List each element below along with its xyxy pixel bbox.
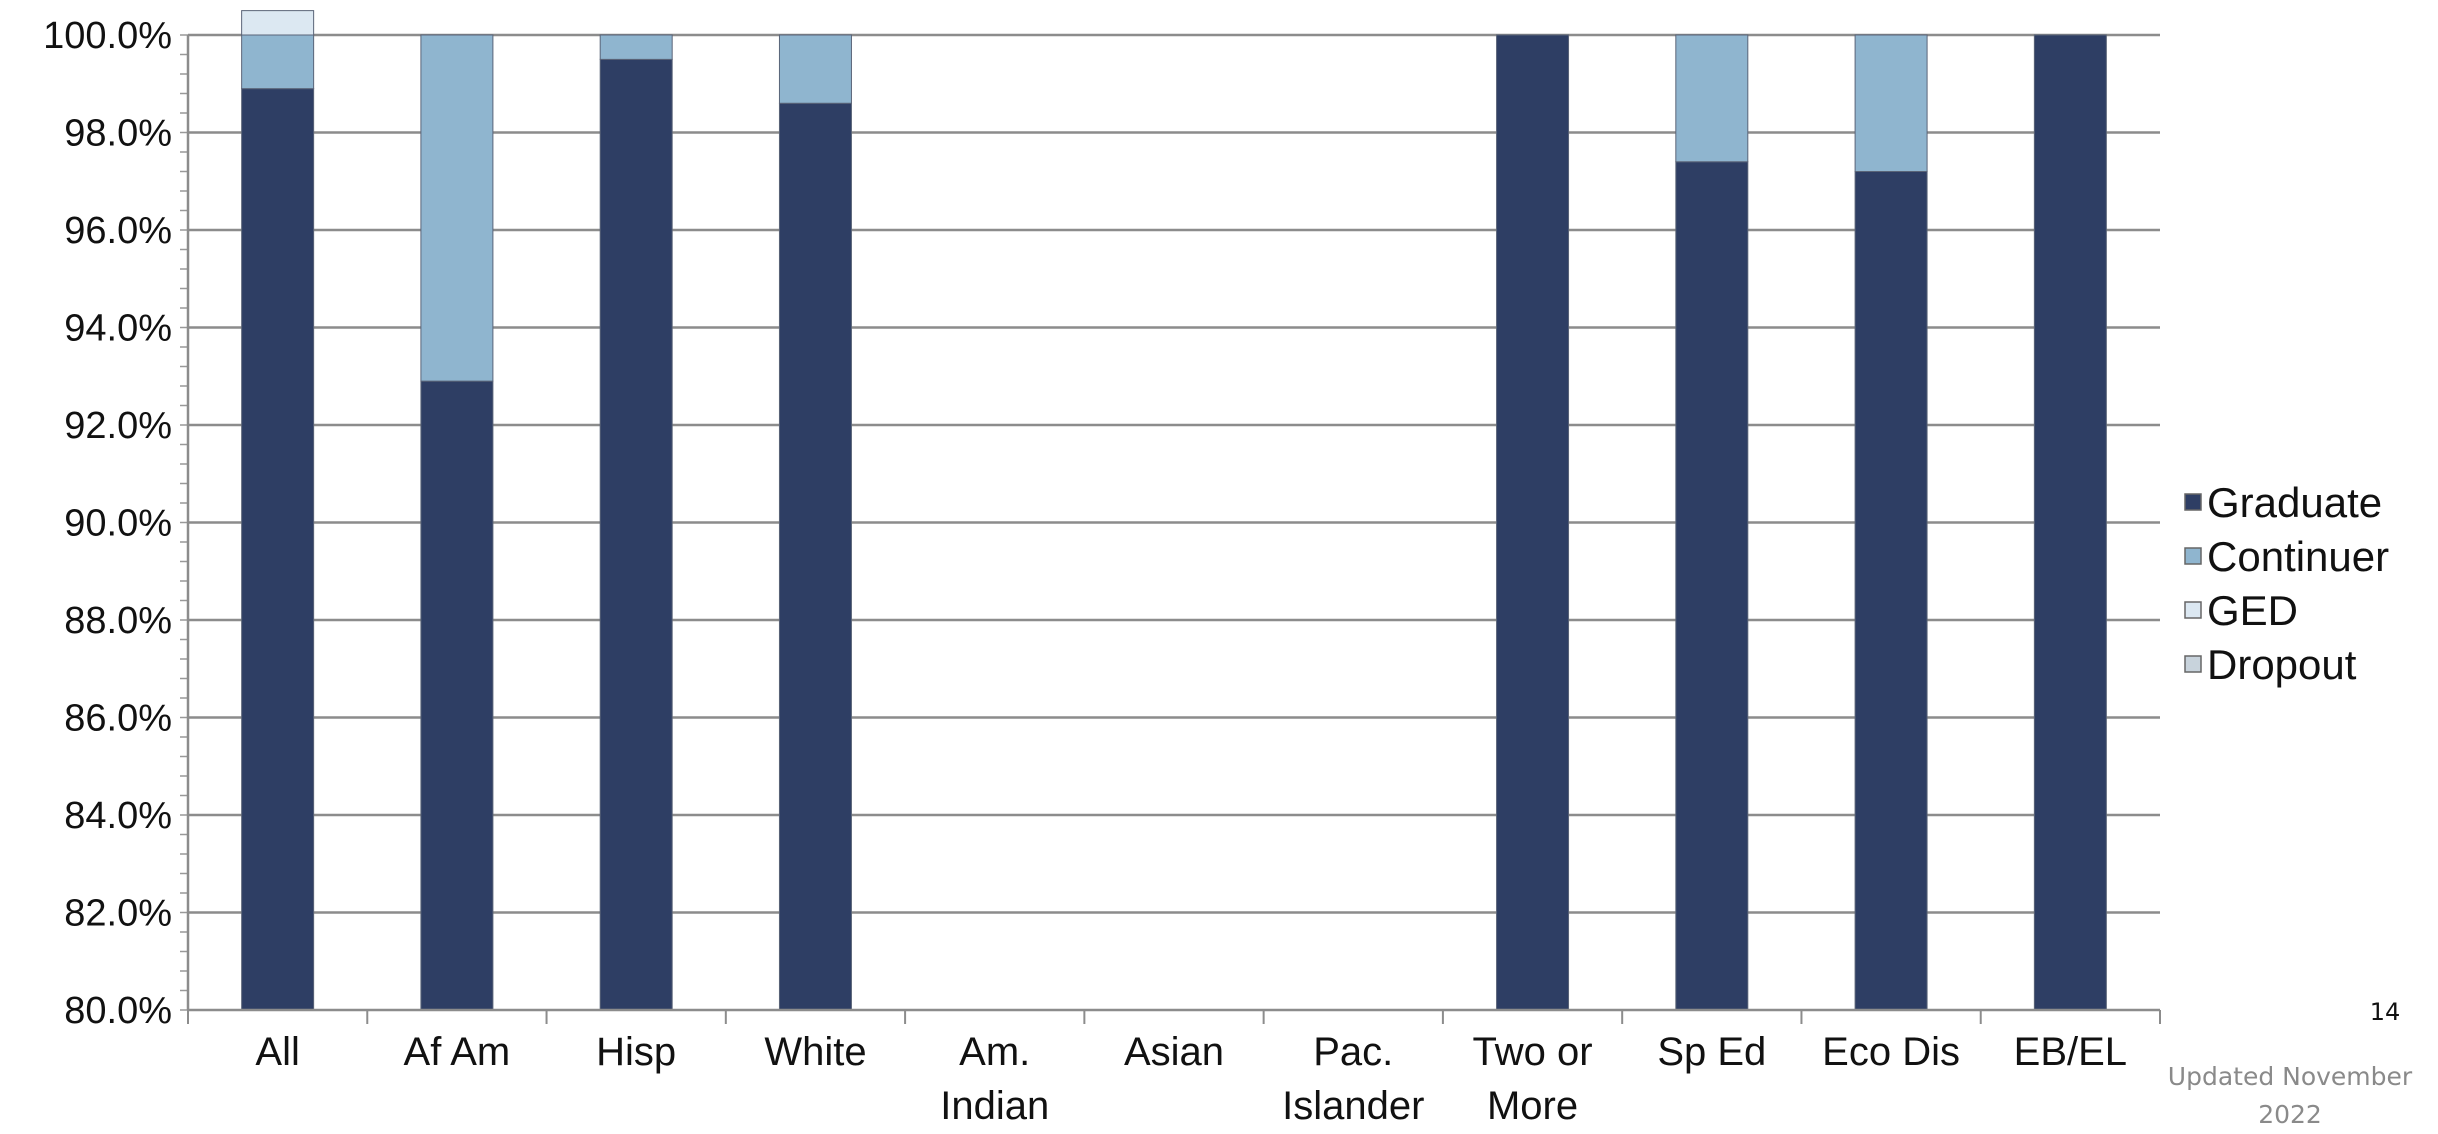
y-tick-label: 88.0% (64, 600, 172, 642)
bar-graduate (778, 102, 852, 1011)
y-tick-label: 84.0% (64, 795, 172, 837)
x-category-labels: All Af Am Hisp White Am. Indian Asian Pac. Islan… (255, 1030, 2127, 1124)
bar-ged (241, 10, 315, 36)
y-tick-label: 96.0% (64, 210, 172, 252)
x-category-label: Indian (940, 1084, 1049, 1124)
y-tick-label: 92.0% (64, 405, 172, 447)
x-category-label: Islander (1282, 1084, 1424, 1124)
footer-note-line: Updated November (2167, 1062, 2413, 1091)
x-category-label: Eco Dis (1822, 1030, 1960, 1074)
bar-continuer (599, 34, 673, 60)
x-category-label: Asian (1124, 1030, 1224, 1074)
legend: Graduate Continuer GED Dropout (2184, 479, 2389, 688)
x-category-label: More (1487, 1084, 1578, 1124)
x-category-label: Hisp (596, 1030, 676, 1074)
legend-swatch-graduate (2184, 493, 2202, 511)
page-number: 14 (2369, 998, 2401, 1026)
y-tick-label: 90.0% (64, 503, 172, 545)
bar-graduate (1675, 161, 1749, 1011)
x-category-label: EB/EL (2014, 1030, 2127, 1074)
bar-graduate (420, 380, 494, 1011)
y-tick-label: 94.0% (64, 308, 172, 350)
x-category-label: Sp Ed (1657, 1030, 1766, 1074)
bar-graduate (2033, 34, 2107, 1011)
bar-continuer (241, 34, 315, 90)
x-category-label: Af Am (404, 1030, 511, 1074)
x-category-label: Am. (959, 1030, 1030, 1074)
legend-swatch-ged (2184, 601, 2202, 619)
bar-graduate (599, 58, 673, 1011)
bar-continuer (778, 34, 852, 104)
y-tick-label: 100.0% (43, 15, 172, 57)
bar-continuer (1854, 34, 1928, 172)
bar-graduate (241, 88, 315, 1011)
legend-label-dropout: Dropout (2207, 641, 2357, 688)
y-tick-label: 86.0% (64, 698, 172, 740)
legend-label-graduate: Graduate (2207, 479, 2382, 526)
bar-graduate (1854, 171, 1928, 1011)
x-category-label: Pac. (1313, 1030, 1393, 1074)
legend-label-continuer: Continuer (2207, 533, 2389, 580)
bars (241, 10, 2107, 1011)
gridlines (188, 33, 2160, 914)
axes (180, 34, 2161, 1024)
bar-continuer (1675, 34, 1749, 163)
legend-label-ged: GED (2207, 587, 2298, 634)
x-category-label: White (764, 1030, 866, 1074)
bar-continuer (420, 34, 494, 382)
x-category-label: Two or (1473, 1030, 1593, 1074)
footer-note-line: 2022 (2258, 1100, 2322, 1129)
y-tick-label: 80.0% (64, 990, 172, 1032)
legend-swatch-continuer (2184, 547, 2202, 565)
footer-note: Updated November 2022 (2150, 1058, 2430, 1134)
legend-swatch-dropout (2184, 655, 2202, 673)
y-tick-label: 98.0% (64, 113, 172, 155)
x-category-label: All (255, 1030, 299, 1074)
y-tick-label: 82.0% (64, 893, 172, 935)
bar-graduate (1496, 34, 1570, 1011)
y-tick-labels: 80.0% 82.0% 84.0% 86.0% 88.0% 90.0% 92.0% 94.0%… (43, 15, 172, 1032)
